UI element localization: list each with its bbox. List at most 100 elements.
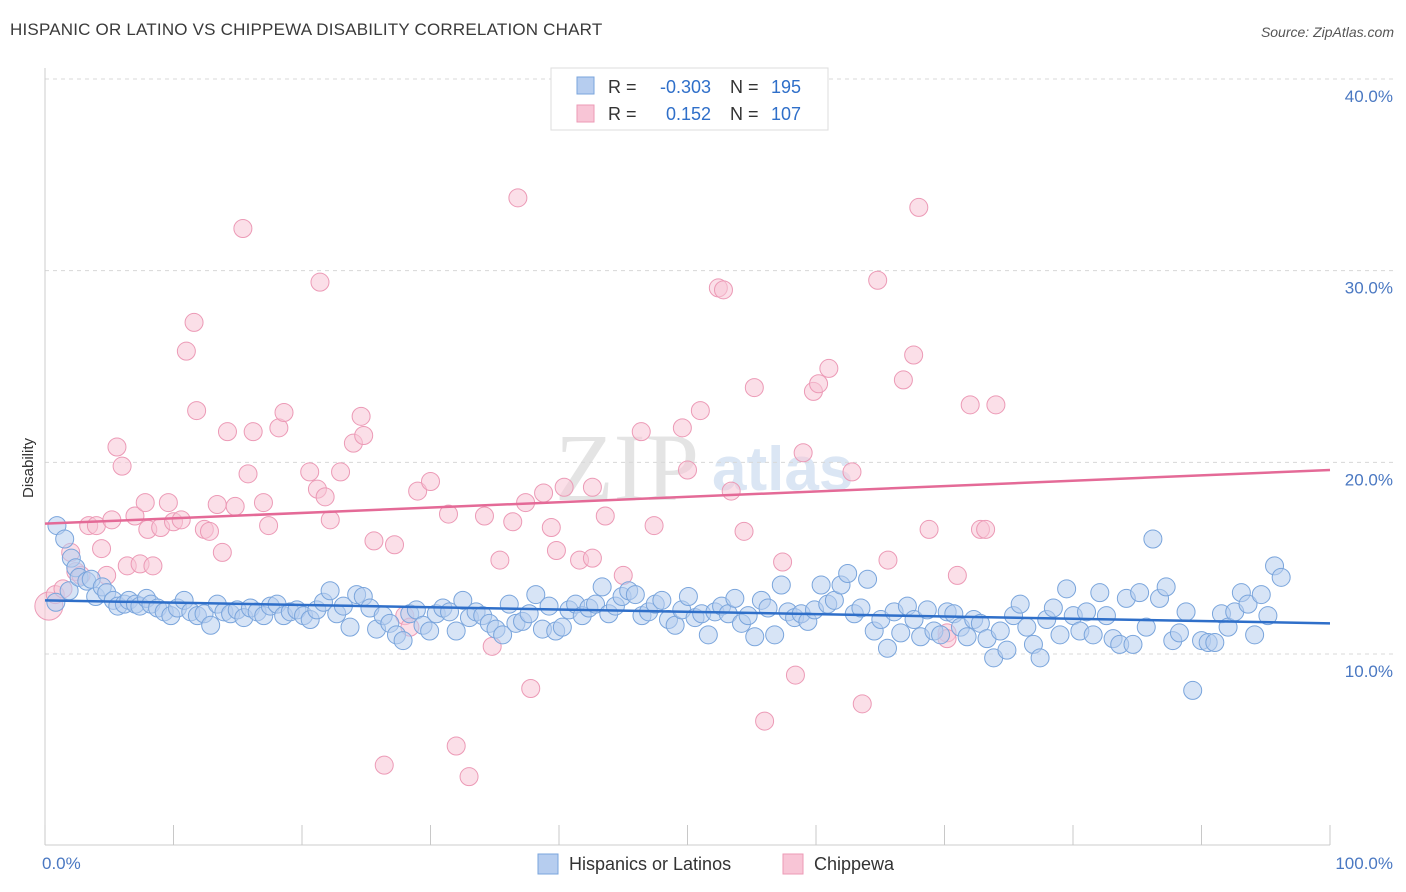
grid (45, 78, 1395, 655)
hispanic-point (1043, 598, 1063, 618)
chippewa-point (171, 510, 191, 530)
hispanic-point (858, 569, 878, 589)
chippewa-point (438, 504, 458, 524)
hispanic-point (586, 594, 606, 614)
chippewa-point (199, 521, 219, 541)
hispanic-point (652, 590, 672, 610)
legend: R = -0.303 N = 195 R = 0.152 N = 107 (550, 67, 829, 131)
chippewa-point (143, 556, 163, 576)
hispanic-point (539, 596, 559, 616)
chippewa-point (184, 312, 204, 332)
hispanic-point (493, 625, 513, 645)
hispanic-point (1183, 680, 1203, 700)
chippewa-point (690, 401, 710, 421)
hispanic-point (851, 598, 871, 618)
hispanic-point (1251, 585, 1271, 605)
chart-source: Source: ZipAtlas.com (1260, 24, 1394, 40)
legend-r-value-1: 0.152 (666, 104, 711, 124)
chippewa-point (207, 495, 227, 514)
hispanic-point (990, 621, 1010, 641)
chippewa-point (631, 422, 651, 442)
legend-box (550, 67, 829, 131)
chippewa-point (678, 460, 697, 480)
chippewa-point (421, 472, 440, 491)
chippewa-point (253, 493, 273, 513)
chippewa-point (713, 280, 733, 300)
chart-title: HISPANIC OR LATINO VS CHIPPEWA DISABILIT… (10, 20, 603, 39)
hispanic-point (592, 577, 612, 597)
chippewa-point (819, 358, 839, 378)
hispanic-point (552, 617, 572, 637)
chippewa-point (785, 665, 805, 685)
chippewa-point (976, 519, 996, 539)
legend-swatch-chippewa (576, 104, 595, 123)
hispanic-point (931, 625, 951, 645)
hispanic-point (1238, 594, 1258, 614)
hispanic-point (1083, 625, 1103, 645)
chippewa-point (446, 736, 466, 756)
hispanic-point (698, 625, 718, 645)
hispanic-point (1010, 594, 1030, 614)
chippewa-point (212, 542, 232, 562)
hispanic-point (678, 587, 698, 606)
chippewa-point (315, 487, 335, 507)
chippewa-point (92, 539, 112, 559)
chippewa-point (721, 481, 741, 501)
y-tick-label-0: 10.0% (1345, 662, 1393, 681)
chippewa-point (351, 406, 371, 426)
hispanic-point (957, 627, 977, 647)
hispanic-point (1258, 606, 1278, 626)
chippewa-point (595, 506, 615, 526)
hispanic-point (1017, 617, 1037, 637)
chippewa-point (744, 378, 764, 398)
chippewa-point (176, 341, 196, 361)
chippewa-point (672, 418, 692, 438)
hispanic-point (877, 638, 897, 658)
y-tick-label-2: 30.0% (1345, 279, 1393, 298)
hispanic-point (1271, 567, 1291, 587)
bottom-legend-label-chippewa: Chippewa (814, 854, 895, 874)
hispanic-point (1096, 606, 1116, 626)
hispanic-point (1050, 625, 1070, 645)
chippewa-point (947, 565, 967, 585)
chippewa-trend-line (44, 468, 1331, 525)
chippewa-point (878, 550, 898, 570)
chippewa-point (508, 188, 528, 208)
hispanic-point (320, 581, 340, 601)
legend-r-value-0: -0.303 (660, 77, 711, 97)
hispanic-trend-line (44, 599, 1331, 625)
chippewa-point (374, 755, 394, 775)
hispanic-point (811, 575, 831, 595)
hispanic-point (1123, 634, 1143, 654)
chippewa-point (809, 374, 829, 394)
legend-swatch-hispanic (576, 76, 595, 95)
hispanic-point (1143, 529, 1163, 549)
chippewa-point (582, 477, 602, 497)
x-tick-label-0: 0.0% (42, 854, 81, 873)
chippewa-point (644, 516, 664, 536)
hispanic-point (745, 627, 765, 647)
legend-r-label-1: R = (608, 104, 637, 124)
chippewa-point (868, 270, 888, 290)
chippewa-point (521, 679, 541, 698)
chippewa-points (34, 188, 1006, 787)
chippewa-point (734, 521, 754, 541)
chippewa-point (490, 550, 510, 570)
chippewa-point (107, 437, 127, 457)
hispanic-point (526, 585, 546, 605)
axes (44, 68, 1331, 846)
chippewa-point (233, 219, 253, 238)
chippewa-point (354, 426, 374, 445)
hispanic-point (1130, 583, 1150, 603)
hispanic-point (765, 625, 785, 645)
chippewa-point (225, 496, 245, 516)
chippewa-point (310, 272, 330, 292)
y-tick-label-1: 20.0% (1345, 470, 1393, 489)
chippewa-point (217, 422, 237, 442)
hispanic-point (393, 631, 413, 651)
chippewa-point (852, 694, 872, 714)
chippewa-point (112, 456, 132, 476)
chippewa-point (187, 401, 207, 421)
hispanic-point (771, 575, 791, 595)
